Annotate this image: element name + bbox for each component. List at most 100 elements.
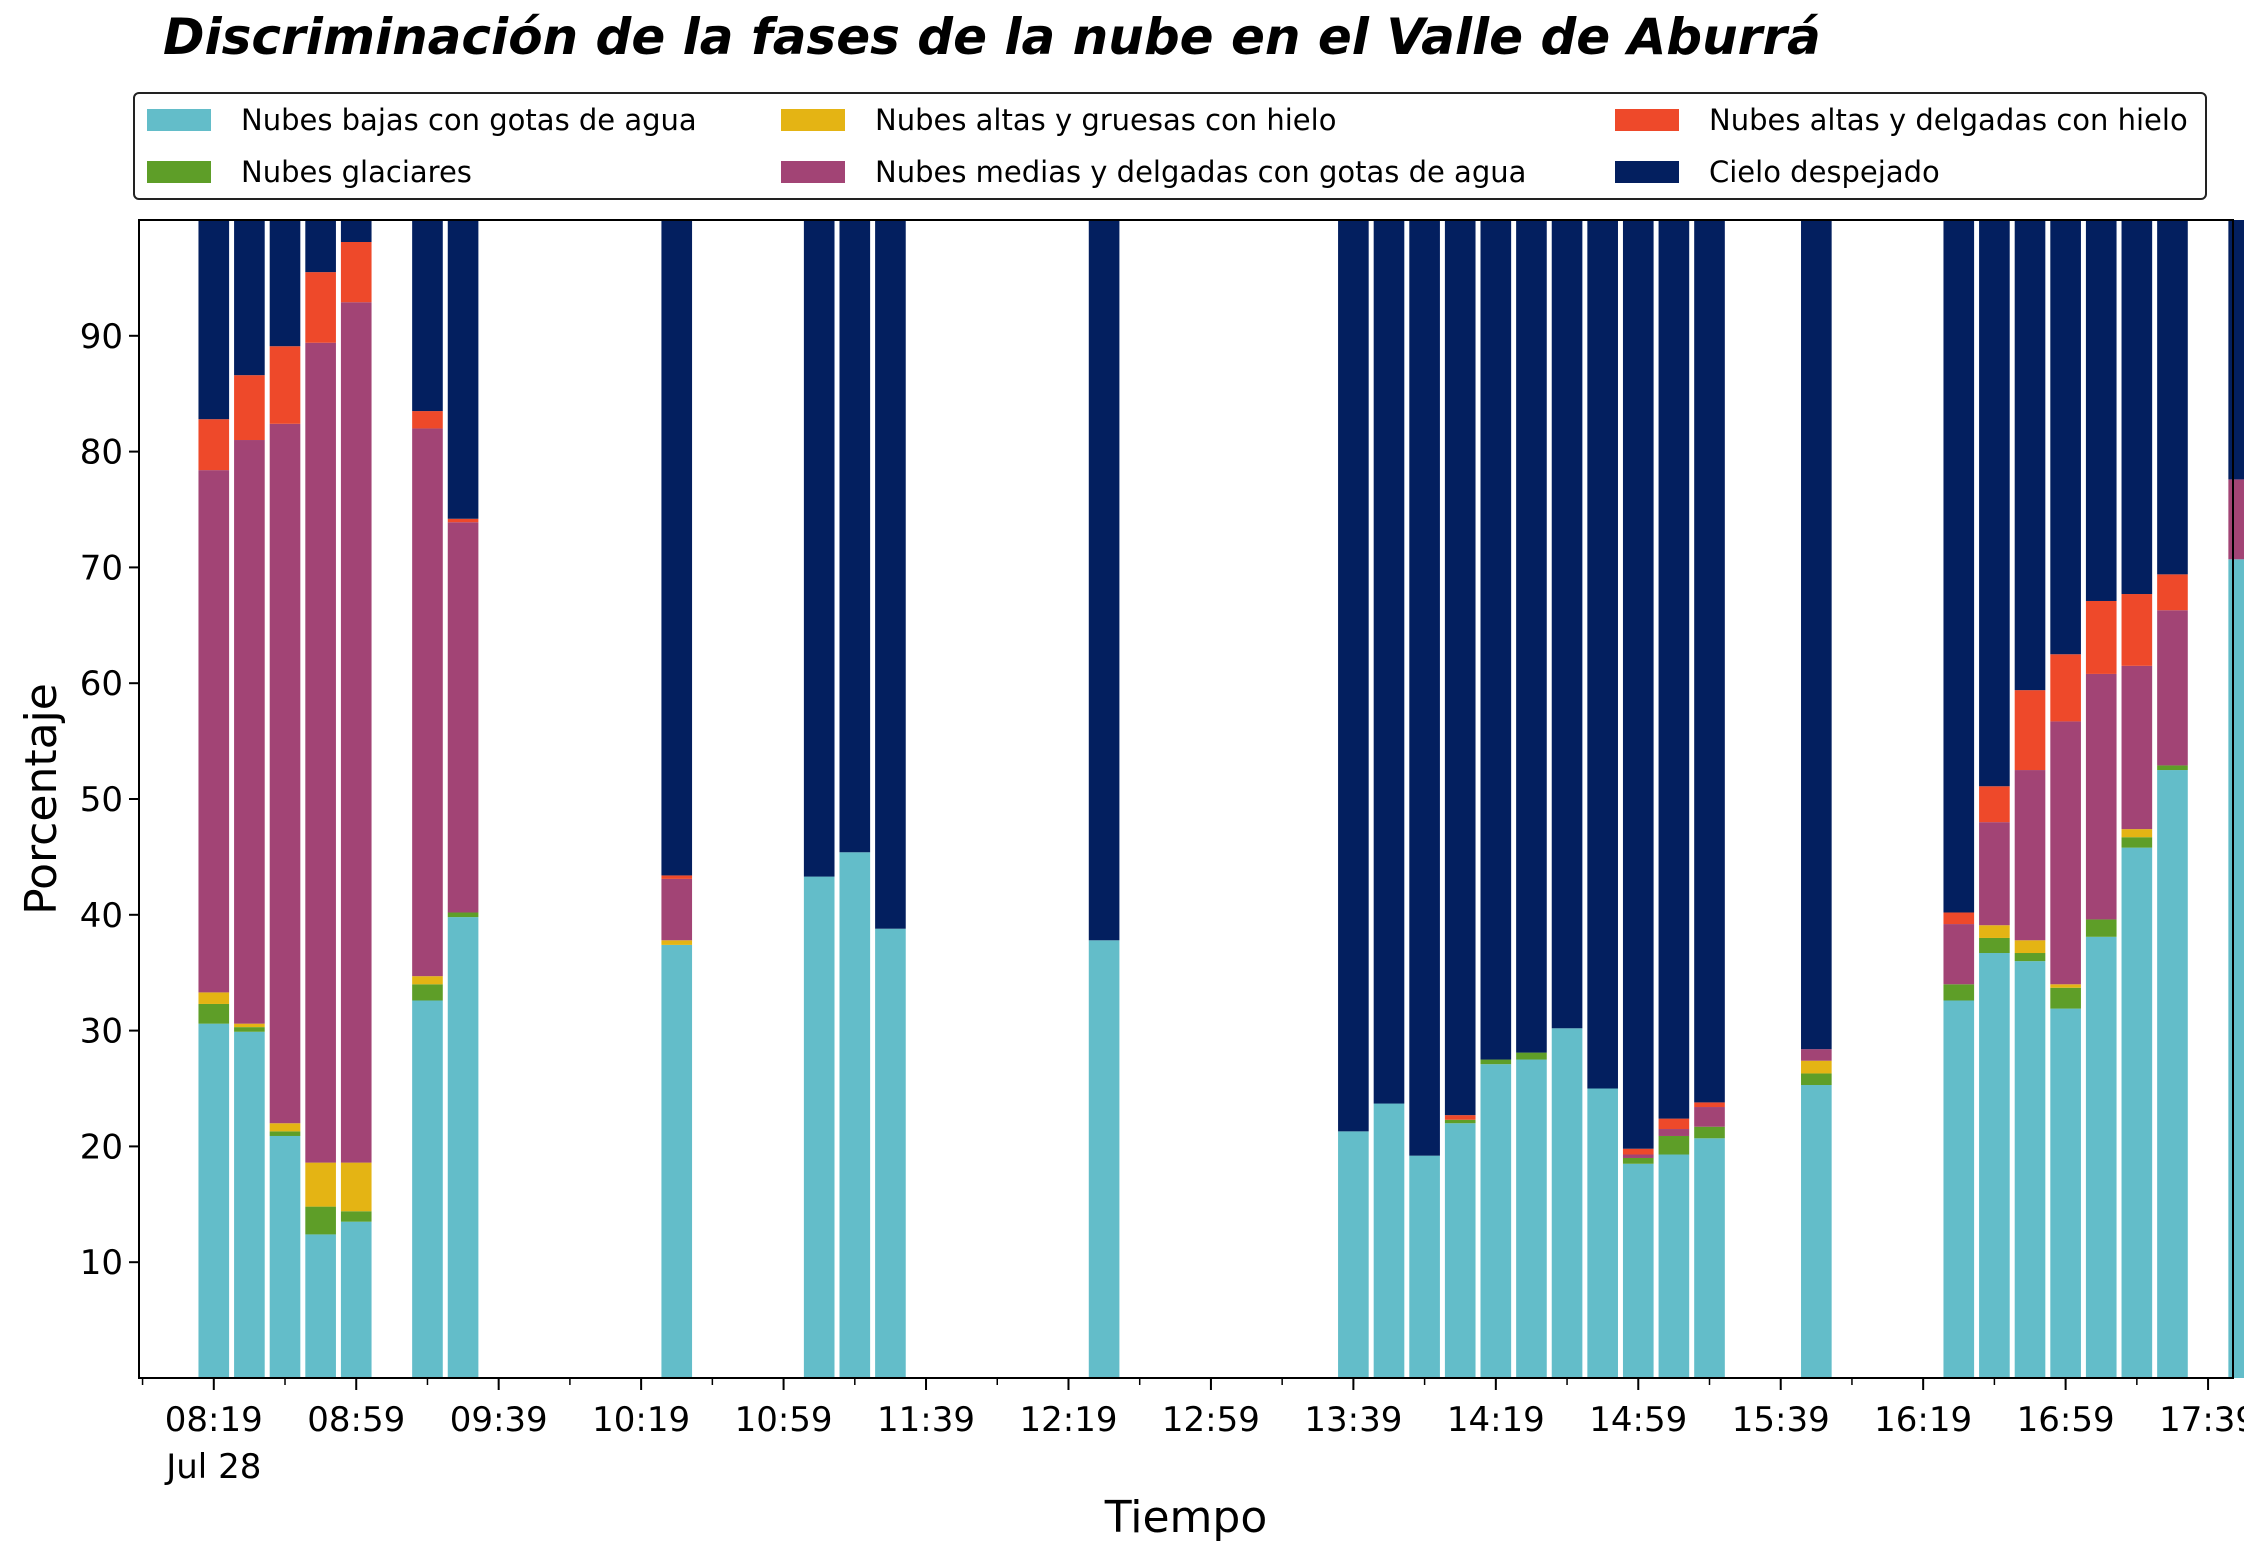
y-tick-label: 70 (80, 548, 123, 588)
bar-segment (1943, 220, 1975, 913)
bar-segment (2121, 594, 2153, 666)
bar-segment (1338, 1131, 1369, 1378)
stacked-bar (412, 220, 443, 1378)
x-tick-label: 16:59 (2017, 1400, 2115, 1440)
bar-segment (1694, 1102, 1725, 1108)
bar-segment (1338, 220, 1369, 1132)
bar-segment (2050, 1008, 2081, 1378)
bar-segment (2085, 600, 2117, 674)
bar-segment (1694, 1126, 1725, 1139)
bar-segment (198, 1023, 230, 1378)
bar-segment (1801, 1060, 1832, 1074)
stacked-bar (2085, 220, 2117, 1378)
bar-segment (2121, 847, 2153, 1378)
bar-segment (1801, 1049, 1832, 1061)
x-tick-label: 08:59 (307, 1400, 405, 1440)
bar-segment (269, 220, 301, 347)
legend-swatch (781, 161, 845, 183)
bar-segment (1801, 1085, 1832, 1378)
x-tick-label: 14:19 (1447, 1400, 1545, 1440)
bar-segment (447, 917, 479, 1378)
legend-item: Nubes altas y gruesas con hielo (781, 100, 1336, 140)
legend: Nubes bajas con gotas de agua Nubes glaci… (133, 92, 2207, 200)
bar-segment (2157, 220, 2188, 575)
stacked-bar (340, 220, 372, 1378)
bar-segment (1373, 1103, 1405, 1378)
bar-segment (305, 220, 336, 273)
bar-segment (340, 220, 372, 242)
bar-segment (305, 1162, 336, 1207)
legend-swatch (781, 109, 845, 131)
bar-segment (234, 1027, 265, 1032)
bar-segment (661, 875, 693, 879)
chart-title: Discriminación de la fases de la nube en… (163, 8, 1821, 66)
y-tick-label: 80 (80, 433, 123, 473)
bar-segment (1801, 220, 1832, 1050)
stacked-bar (1480, 220, 1512, 1378)
bar-segment (1694, 1138, 1725, 1378)
bar-segment (2121, 829, 2153, 838)
bar-segment (2014, 953, 2046, 962)
stacked-bar (1801, 220, 1832, 1378)
bar-segment (269, 346, 301, 424)
bar-segment (340, 302, 372, 1163)
bar-segment (1587, 1088, 1618, 1378)
bar-segment (803, 220, 835, 877)
bar-segment (661, 940, 693, 945)
bar-segment (1551, 1028, 1583, 1378)
stacked-bar (1587, 220, 1618, 1378)
bar-segment (1444, 1115, 1476, 1120)
x-tick-label: 14:59 (1589, 1400, 1687, 1440)
legend-label: Nubes bajas con gotas de agua (241, 103, 697, 137)
bar-segment (305, 272, 336, 343)
bar-segment (2085, 919, 2117, 937)
bar-segment (1409, 220, 1440, 1156)
x-tick-label: 12:19 (1019, 1400, 1117, 1440)
bar-segment (661, 878, 693, 941)
bar-segment (1622, 220, 1654, 1149)
bar-segment (661, 220, 693, 876)
stacked-bar (1444, 220, 1476, 1378)
bar-segment (305, 1206, 336, 1235)
legend-label: Cielo despejado (1709, 155, 1940, 189)
bar-segment (1551, 220, 1583, 1029)
bar-segment (1943, 924, 1975, 985)
bar-segment (198, 220, 230, 420)
stacked-bar (1694, 220, 1725, 1378)
y-tick-label: 60 (80, 664, 123, 704)
bar-segment (2121, 220, 2153, 595)
bar-segment (412, 976, 443, 985)
bar-segment (1658, 1135, 1690, 1155)
bar-segment (839, 852, 871, 1378)
legend-item: Nubes bajas con gotas de agua (147, 100, 697, 140)
y-tick-label: 90 (80, 317, 123, 357)
bar-segment (2121, 665, 2153, 830)
bar-segment (1694, 1107, 1725, 1127)
bar-segment (2050, 984, 2081, 988)
bar-segment (2085, 936, 2117, 1378)
bar-segment (2050, 987, 2081, 1009)
legend-swatch (1615, 109, 1679, 131)
bar-segment (340, 1221, 372, 1378)
bar-segment (1444, 1119, 1476, 1124)
stacked-bar (2121, 220, 2153, 1378)
bar-segment (2157, 770, 2188, 1378)
bar-segment (1480, 1059, 1512, 1065)
stacked-bar (1622, 220, 1654, 1378)
bar-segment (2014, 940, 2046, 954)
bar-segment (2014, 770, 2046, 941)
bar-segment (305, 1234, 336, 1378)
bar-segment (1480, 220, 1512, 1060)
bar-segment (2050, 220, 2081, 655)
bar-segment (234, 1023, 265, 1028)
y-tick-label: 50 (80, 780, 123, 820)
bar-segment (234, 440, 265, 1024)
stacked-bar (661, 220, 693, 1378)
bar-segment (1979, 925, 2010, 938)
bar-segment (1622, 1157, 1654, 1164)
stacked-bar (2014, 220, 2046, 1378)
y-tick-label: 40 (80, 896, 123, 936)
bar-segment (234, 220, 265, 376)
legend-item: Nubes altas y delgadas con hielo (1615, 100, 2188, 140)
bar-segment (1658, 1129, 1690, 1136)
